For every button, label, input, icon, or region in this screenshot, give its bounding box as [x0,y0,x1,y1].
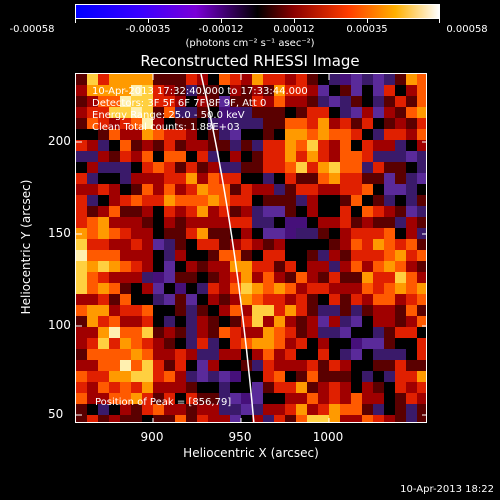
x-tick-label: 1000 [312,430,344,444]
info-clean: Clean Total counts: 1.88E+03 [92,122,240,133]
y-axis-label: Heliocentric Y (arcsec) [19,179,33,315]
y-tick-label: 200 [48,134,71,148]
info-energy: Energy Range: 25.0 - 50.0 keV [92,110,245,121]
y-tick-label: 100 [48,318,71,332]
colorbar-tick-label: 0.00035 [346,24,388,35]
colorbar-tick-label: 0.00058 [446,24,488,35]
info-time: 10-Apr-2013 17:32:40.000 to 17:33:44.000 [92,86,308,97]
x-tick-label: 900 [140,430,164,444]
colorbar-tick-label: 0.00012 [273,24,315,35]
info-detectors: Detectors: 3F 5F 6F 7F 8F 9F, Att 0 [92,98,267,109]
heatmap-cells [76,74,426,422]
colorbar [75,4,440,19]
y-tick-label: 50 [48,407,64,421]
image-title: Reconstructed RHESSI Image [140,52,360,70]
colorbar-units: (photons cm⁻² s⁻¹ asec⁻²) [185,38,315,49]
x-tick-label: 950 [228,430,252,444]
colorbar-tick-label: -0.00058 [9,24,55,35]
colorbar-tick [439,19,440,23]
image-panel [75,73,427,423]
colorbar-tick [221,19,222,23]
colorbar-tick [294,19,295,23]
solar-limb-line [200,74,255,422]
colorbar-tick [367,19,368,23]
colorbar-tick-label: -0.00012 [198,24,244,35]
timestamp: 10-Apr-2013 18:22 [400,484,494,495]
colorbar-tick [148,19,149,23]
peak-position: Position of Peak = [856,79] [95,397,232,408]
y-tick-label: 150 [48,226,71,240]
rhessi-image [76,74,426,422]
x-axis-label: Heliocentric X (arcsec) [183,446,319,460]
colorbar-tick-label: -0.00035 [125,24,171,35]
colorbar-tick [75,19,76,23]
